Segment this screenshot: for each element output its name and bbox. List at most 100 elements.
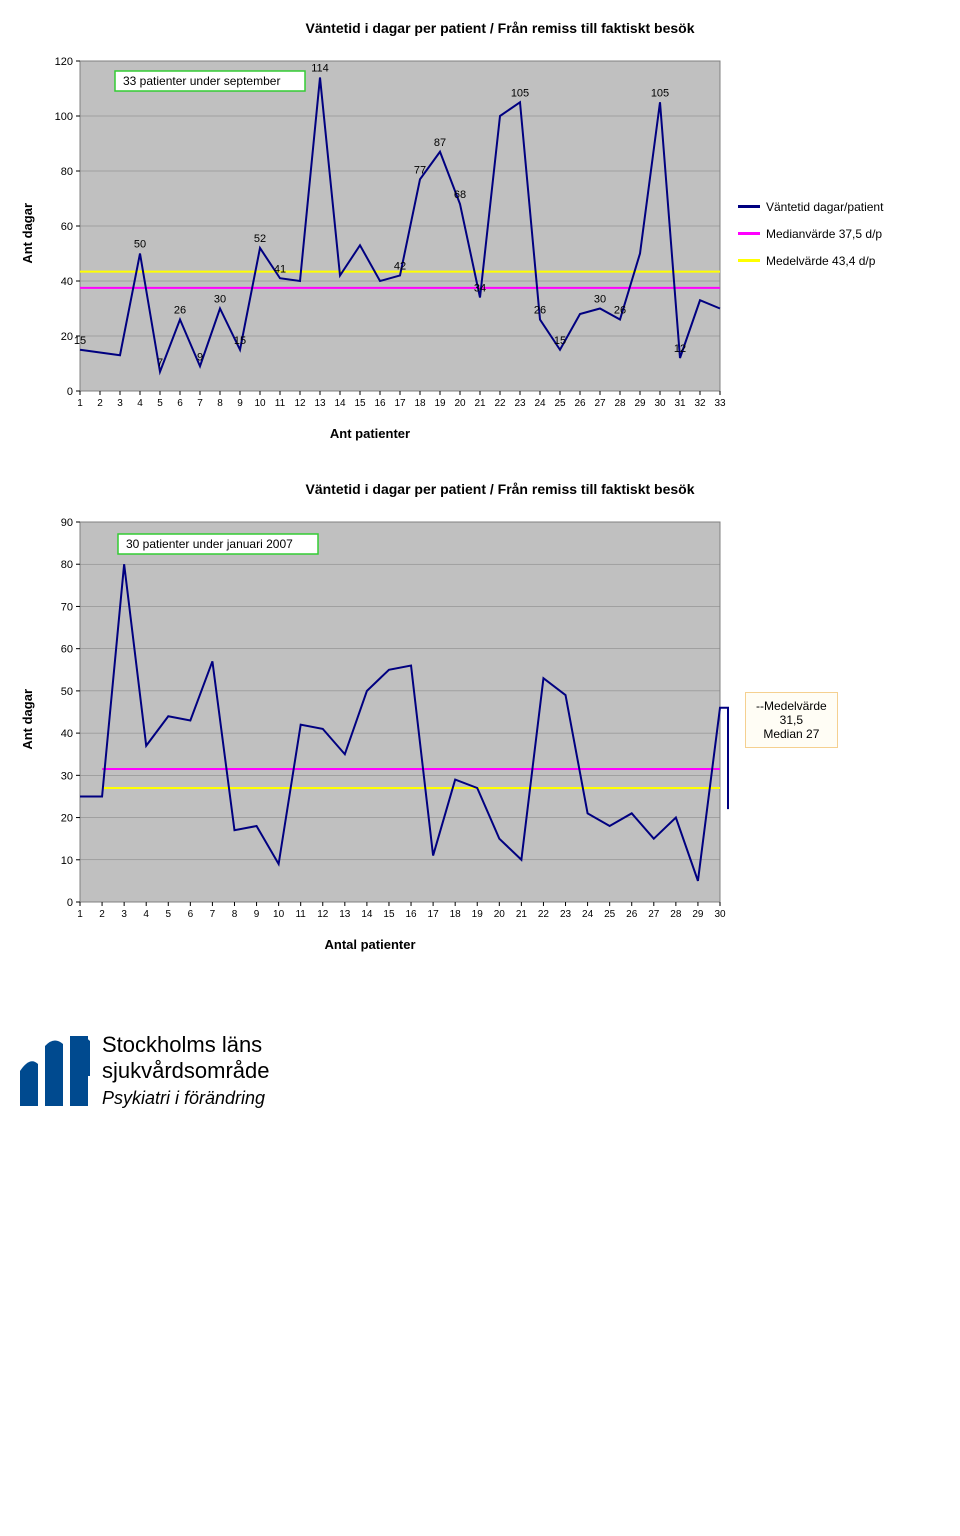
svg-text:50: 50 (134, 239, 146, 251)
chart2-note: --Medelvärde 31,5 Median 27 (745, 692, 838, 748)
svg-text:30: 30 (714, 909, 726, 920)
svg-text:30: 30 (214, 294, 226, 306)
chart2-ylabel: Ant dagar (20, 689, 35, 750)
chart2-xlabel: Antal patienter (20, 937, 720, 952)
note-l1: --Medelvärde (756, 699, 827, 713)
svg-text:28: 28 (614, 398, 626, 409)
svg-text:34: 34 (474, 283, 486, 295)
svg-text:9: 9 (254, 909, 260, 920)
svg-text:20: 20 (454, 398, 466, 409)
svg-text:7: 7 (197, 398, 203, 409)
svg-text:18: 18 (414, 398, 426, 409)
svg-text:9: 9 (237, 398, 243, 409)
svg-text:20: 20 (494, 909, 506, 920)
svg-text:31: 31 (674, 398, 686, 409)
svg-text:33 patienter under september: 33 patienter under september (123, 74, 280, 88)
svg-text:25: 25 (604, 909, 616, 920)
svg-text:32: 32 (694, 398, 706, 409)
svg-text:5: 5 (157, 398, 163, 409)
svg-text:6: 6 (177, 398, 183, 409)
legend-item: Medelvärde 43,4 d/p (738, 251, 883, 270)
svg-text:26: 26 (614, 305, 626, 317)
svg-text:18: 18 (450, 909, 462, 920)
logo-line2: sjukvårdsområde (102, 1058, 270, 1084)
svg-text:30: 30 (654, 398, 666, 409)
svg-text:100: 100 (55, 111, 73, 123)
svg-text:68: 68 (454, 189, 466, 201)
legend-item: Medianvärde 37,5 d/p (738, 224, 883, 243)
svg-text:80: 80 (61, 166, 73, 178)
svg-text:2: 2 (99, 909, 105, 920)
svg-text:33: 33 (714, 398, 726, 409)
svg-text:77: 77 (414, 164, 426, 176)
svg-text:24: 24 (582, 909, 594, 920)
svg-text:11: 11 (275, 398, 286, 409)
svg-text:21: 21 (516, 909, 528, 920)
svg-text:29: 29 (634, 398, 646, 409)
svg-text:28: 28 (670, 909, 682, 920)
logo-line3: Psykiatri i förändring (102, 1088, 270, 1109)
svg-text:15: 15 (234, 335, 246, 347)
svg-text:22: 22 (538, 909, 550, 920)
svg-text:15: 15 (383, 909, 395, 920)
chart2-svg: 0102030405060708090123456789101112131415… (40, 512, 730, 927)
svg-text:3: 3 (121, 909, 127, 920)
svg-text:21: 21 (474, 398, 486, 409)
svg-text:26: 26 (574, 398, 586, 409)
chart2-title: Väntetid i dagar per patient / Från remi… (20, 481, 960, 497)
svg-text:27: 27 (594, 398, 606, 409)
svg-text:13: 13 (339, 909, 351, 920)
svg-text:19: 19 (434, 398, 446, 409)
chart1-wrap: Ant dagar 020406080100120123456789101112… (20, 51, 960, 416)
svg-text:105: 105 (651, 87, 669, 99)
chart1-svg: 0204060801001201234567891011121314151617… (40, 51, 730, 416)
chart1-xlabel: Ant patienter (20, 426, 720, 441)
svg-text:16: 16 (374, 398, 386, 409)
svg-text:25: 25 (554, 398, 566, 409)
svg-text:11: 11 (295, 909, 306, 920)
svg-text:1: 1 (77, 398, 83, 409)
svg-text:30: 30 (594, 294, 606, 306)
legend-swatch-icon (738, 259, 760, 262)
svg-text:9: 9 (197, 351, 203, 363)
svg-text:4: 4 (143, 909, 149, 920)
svg-text:19: 19 (472, 909, 484, 920)
svg-text:60: 60 (61, 221, 73, 233)
svg-text:5: 5 (165, 909, 171, 920)
chart1-title: Väntetid i dagar per patient / Från remi… (20, 20, 960, 36)
svg-text:10: 10 (273, 909, 285, 920)
svg-text:26: 26 (626, 909, 638, 920)
svg-text:10: 10 (61, 855, 73, 867)
svg-text:13: 13 (314, 398, 326, 409)
svg-text:40: 40 (61, 276, 73, 288)
svg-text:14: 14 (334, 398, 346, 409)
svg-text:3: 3 (117, 398, 123, 409)
svg-text:30 patienter under januari 200: 30 patienter under januari 2007 (126, 537, 293, 551)
svg-text:0: 0 (67, 386, 73, 398)
svg-text:29: 29 (692, 909, 704, 920)
legend-item: Väntetid dagar/patient (738, 197, 883, 216)
svg-text:23: 23 (560, 909, 572, 920)
legend-label: Medianvärde 37,5 d/p (766, 227, 882, 241)
svg-text:17: 17 (394, 398, 406, 409)
svg-text:4: 4 (137, 398, 143, 409)
chart1-ylabel: Ant dagar (20, 203, 35, 264)
svg-text:26: 26 (534, 305, 546, 317)
svg-text:22: 22 (494, 398, 506, 409)
svg-text:14: 14 (361, 909, 373, 920)
chart1-legend: Väntetid dagar/patient Medianvärde 37,5 d… (738, 189, 883, 278)
svg-text:7: 7 (210, 909, 216, 920)
svg-text:8: 8 (232, 909, 238, 920)
svg-text:20: 20 (61, 813, 73, 825)
legend-label: Väntetid dagar/patient (766, 200, 883, 214)
svg-text:42: 42 (394, 261, 406, 273)
svg-text:12: 12 (674, 343, 686, 355)
svg-text:30: 30 (61, 770, 73, 782)
svg-text:24: 24 (534, 398, 546, 409)
svg-text:20: 20 (61, 331, 73, 343)
svg-text:12: 12 (317, 909, 329, 920)
svg-text:2: 2 (97, 398, 103, 409)
svg-text:26: 26 (174, 305, 186, 317)
chart2-wrap: Ant dagar 010203040506070809012345678910… (20, 512, 960, 927)
svg-text:15: 15 (354, 398, 366, 409)
